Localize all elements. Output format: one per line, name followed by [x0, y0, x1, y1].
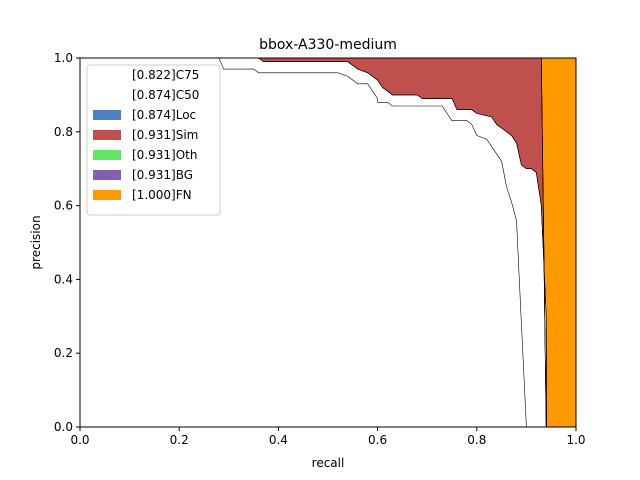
chart-title: bbox-A330-medium — [259, 37, 397, 53]
curve-loc — [80, 57, 576, 428]
y-tick-label: 0.4 — [54, 272, 73, 286]
legend-swatch-fn — [93, 190, 121, 200]
curve-c75 — [80, 57, 576, 428]
legend-swatch-oth — [93, 150, 121, 160]
x-tick-label: 0.2 — [170, 433, 189, 447]
legend-label-loc: [0.874]Loc — [132, 108, 196, 122]
x-tick-label: 0.4 — [269, 433, 288, 447]
plot-frame — [79, 57, 577, 428]
legend-swatch-bg — [93, 170, 121, 180]
area-sim — [80, 58, 576, 427]
x-axis-ticks: 0.0 0.2 0.4 0.6 0.8 1.0 — [70, 427, 586, 447]
legend: [0.822]C75 [0.874]C50 [0.874]Loc [0.931]Sim… — [86, 64, 221, 216]
legend-label-oth: [0.931]Oth — [132, 148, 197, 162]
legend-swatch-sim — [93, 130, 121, 140]
legend-label-sim: [0.931]Sim — [132, 128, 198, 142]
y-axis-ticks: 0.0 0.2 0.4 0.6 0.8 1.0 — [54, 51, 80, 434]
legend-label-c75: [0.822]C75 — [132, 68, 199, 82]
legend-label-bg: [0.931]BG — [132, 168, 193, 182]
legend-swatch-loc — [93, 110, 121, 120]
y-tick-label: 0.8 — [54, 125, 73, 139]
y-tick-label: 0.2 — [54, 346, 73, 360]
y-tick-label: 0.6 — [54, 199, 73, 213]
y-tick-label: 1.0 — [54, 51, 73, 65]
x-tick-label: 0.0 — [70, 433, 89, 447]
legend-label-c50: [0.874]C50 — [132, 88, 199, 102]
legend-label-fn: [1.000]FN — [132, 188, 192, 202]
x-axis-label: recall — [312, 456, 345, 470]
x-tick-label: 1.0 — [566, 433, 585, 447]
y-axis-label: precision — [29, 215, 43, 269]
y-tick-label: 0.0 — [54, 420, 73, 434]
x-tick-label: 0.8 — [467, 433, 486, 447]
x-tick-label: 0.6 — [368, 433, 387, 447]
area-c50 — [80, 58, 576, 427]
